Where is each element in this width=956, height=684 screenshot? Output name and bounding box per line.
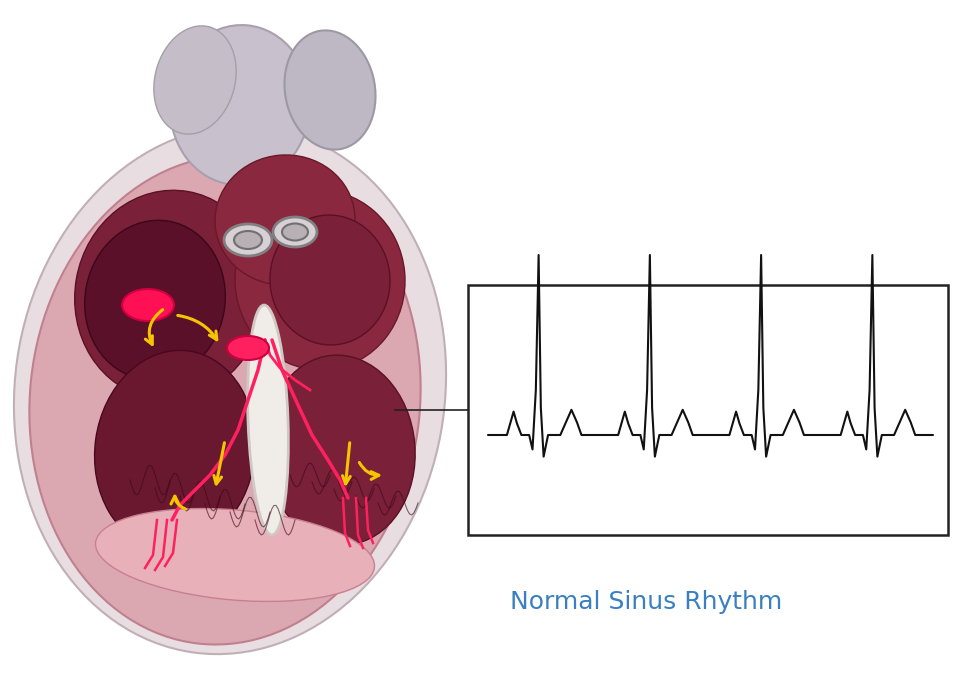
Ellipse shape	[75, 190, 266, 399]
Ellipse shape	[215, 155, 355, 285]
Ellipse shape	[265, 355, 415, 545]
Ellipse shape	[95, 350, 255, 550]
Ellipse shape	[96, 508, 375, 601]
Ellipse shape	[234, 231, 262, 249]
Ellipse shape	[122, 289, 174, 321]
Ellipse shape	[170, 25, 310, 185]
Ellipse shape	[227, 336, 269, 360]
Ellipse shape	[248, 305, 289, 535]
Ellipse shape	[224, 224, 272, 256]
Ellipse shape	[282, 224, 308, 241]
Ellipse shape	[285, 30, 376, 150]
Ellipse shape	[30, 155, 421, 644]
Ellipse shape	[85, 220, 226, 380]
Bar	[468, 285, 948, 535]
Text: Normal Sinus Rhythm: Normal Sinus Rhythm	[510, 590, 782, 614]
Ellipse shape	[235, 190, 405, 370]
Ellipse shape	[154, 26, 236, 134]
Ellipse shape	[270, 215, 390, 345]
Ellipse shape	[14, 126, 446, 654]
Ellipse shape	[273, 217, 317, 247]
